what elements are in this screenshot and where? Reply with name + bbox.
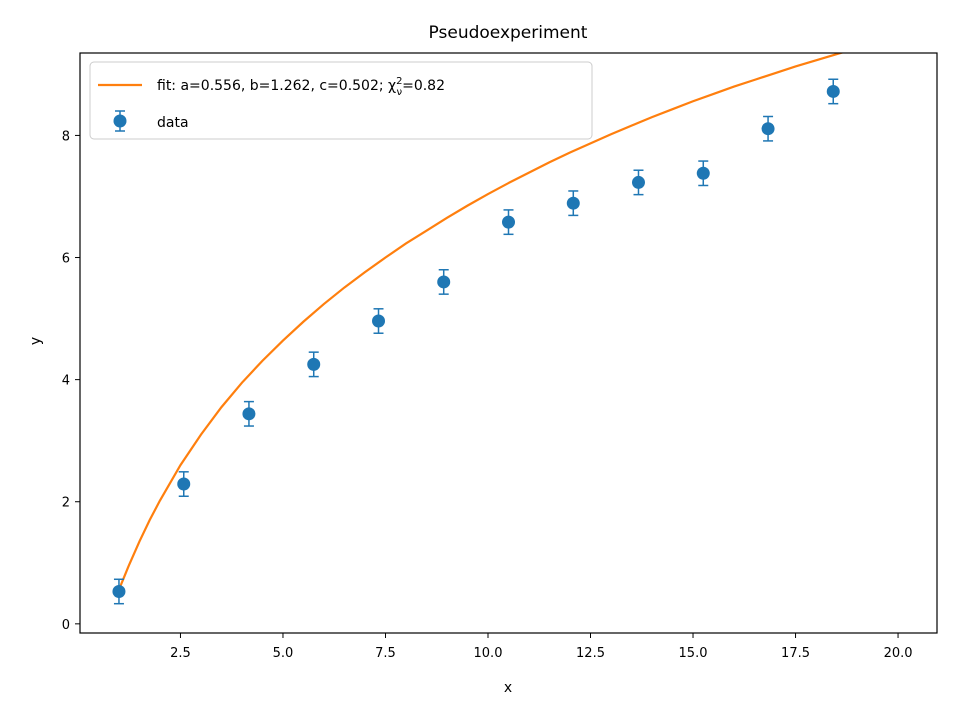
legend-data-label: data (157, 115, 189, 131)
data-point (761, 115, 775, 142)
x-tick-label: 12.5 (576, 646, 605, 661)
y-tick-label: 0 (62, 618, 70, 633)
y-tick-label: 4 (62, 374, 70, 389)
x-tick-label: 20.0 (884, 646, 913, 661)
x-tick-label: 2.5 (170, 646, 191, 661)
y-tick-label: 2 (62, 496, 70, 511)
data-point (566, 190, 580, 217)
y-tick-label: 8 (62, 129, 70, 144)
legend-box (89, 61, 593, 140)
data-point (242, 400, 256, 427)
y-tick-label: 6 (62, 252, 70, 267)
data-point (696, 160, 710, 187)
legend: fit: a=0.556, b=1.262, c=0.502; χ2 ν=0.82… (89, 61, 593, 140)
plot-area (112, 53, 845, 605)
data-point (112, 578, 126, 605)
data-point (826, 78, 840, 105)
chart-title: Pseudoexperiment (429, 23, 588, 43)
data-point (502, 209, 515, 236)
data-point (437, 268, 451, 295)
data-point (177, 471, 191, 497)
axes: 2.5 5.0 7.5 10.0 12.5 15.0 17.5 20.0 0 2 4 6 8 (62, 52, 938, 661)
fit-line (117, 53, 845, 591)
plot-frame (79, 52, 938, 634)
x-axis-label: x (504, 680, 512, 696)
legend-fit-label: fit: a=0.556, b=1.262, c=0.502; χ2 ν=0.82 (157, 76, 445, 98)
data-point (372, 308, 386, 334)
x-tick-label: 10.0 (474, 646, 503, 661)
data-point (631, 169, 645, 196)
x-tick-label: 15.0 (679, 646, 708, 661)
y-axis-label: y (28, 337, 44, 345)
x-tick-label: 5.0 (273, 646, 294, 661)
data-point (307, 351, 321, 378)
legend-data-swatch (113, 110, 127, 132)
x-tick-label: 17.5 (781, 646, 810, 661)
x-tick-label: 7.5 (375, 646, 396, 661)
